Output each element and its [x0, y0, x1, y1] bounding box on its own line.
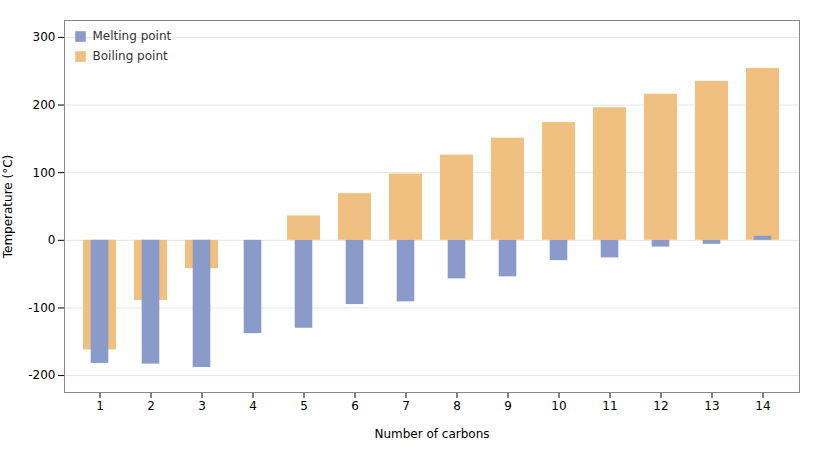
svg-text:1: 1: [96, 399, 104, 413]
svg-text:13: 13: [704, 399, 719, 413]
svg-text:7: 7: [402, 399, 410, 413]
svg-text:6: 6: [351, 399, 359, 413]
svg-text:Boiling point: Boiling point: [93, 49, 169, 63]
svg-text:Melting point: Melting point: [93, 29, 172, 43]
svg-text:-200: -200: [28, 368, 55, 382]
svg-text:3: 3: [198, 399, 206, 413]
svg-text:0: 0: [48, 233, 56, 247]
svg-text:Temperature (°C): Temperature (°C): [1, 155, 15, 260]
svg-text:5: 5: [300, 399, 308, 413]
svg-text:12: 12: [653, 399, 668, 413]
svg-text:14: 14: [755, 399, 770, 413]
svg-text:11: 11: [602, 399, 617, 413]
svg-text:8: 8: [453, 399, 461, 413]
svg-text:2: 2: [147, 399, 155, 413]
svg-text:9: 9: [504, 399, 512, 413]
svg-text:100: 100: [33, 166, 56, 180]
svg-text:-100: -100: [28, 301, 55, 315]
svg-text:Number of carbons: Number of carbons: [374, 427, 489, 441]
svg-text:300: 300: [33, 30, 56, 44]
svg-text:4: 4: [249, 399, 257, 413]
svg-text:10: 10: [551, 399, 566, 413]
svg-text:200: 200: [33, 98, 56, 112]
